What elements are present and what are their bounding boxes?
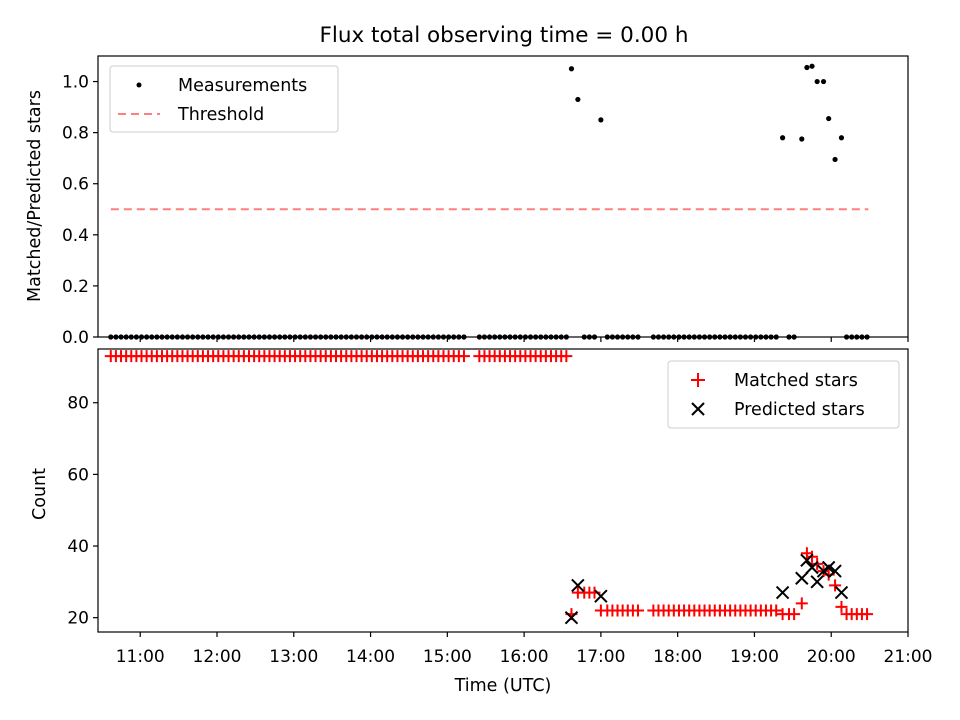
legend-threshold-label: Threshold — [177, 105, 264, 125]
measurement-point — [799, 136, 805, 142]
matched-point — [806, 550, 819, 563]
plot-frame — [97, 348, 909, 633]
matched-point — [811, 557, 824, 570]
y-tick-label: 80 — [67, 394, 89, 414]
measurement-point — [826, 115, 832, 122]
top-panel-axes: 0.0 0.2 0.4 0.6 0.8 1.0 — [62, 55, 909, 348]
measurement-point — [838, 135, 845, 141]
matched-point — [788, 608, 801, 621]
y-tick-label: 0.0 — [62, 328, 89, 348]
top-legend-frame — [109, 65, 339, 133]
measurement-point — [814, 78, 820, 85]
x-tick-label: 13:00 — [269, 647, 318, 667]
matched-point — [560, 350, 573, 363]
top-panel-ylabel: Matched/Predicted stars — [25, 90, 45, 302]
measurement-point — [575, 96, 581, 103]
y-tick-label: 0.4 — [62, 226, 89, 246]
plot-frame — [97, 55, 909, 338]
top-panel-legend: Measurements Threshold — [109, 65, 339, 133]
legend-matched-marker — [691, 373, 705, 387]
legend-measurements-label: Measurements — [178, 76, 307, 96]
matched-point — [632, 604, 644, 617]
matched-point — [770, 604, 783, 617]
bottom-legend-frame — [667, 360, 900, 429]
x-tick-label: 15:00 — [423, 647, 472, 667]
predicted-point — [571, 578, 585, 593]
predicted-point — [795, 571, 809, 585]
x-tick-label: 14:00 — [346, 647, 395, 667]
predicted-point — [821, 560, 836, 575]
predicted-point — [594, 589, 608, 603]
x-tick-label: 17:00 — [576, 647, 625, 667]
x-tick-label: 21:00 — [884, 647, 933, 667]
top-panel: 0.0 0.2 0.4 0.6 0.8 1.0 Matched/Predicted sta… — [25, 55, 909, 348]
measurement-point — [832, 156, 838, 163]
measurement-point — [804, 64, 810, 71]
bottom-panel: 20 40 60 80 11:00 12:00 13:00 14:00 15:00 16:00 17… — [30, 348, 933, 696]
matched-point — [829, 579, 842, 592]
x-tick-label: 20:00 — [807, 647, 856, 667]
bottom-panel-ylabel: Count — [30, 468, 50, 520]
y-tick-label: 1.0 — [62, 73, 89, 93]
measurement-point — [598, 117, 604, 123]
measurement-point — [809, 63, 815, 69]
measurement-point — [568, 66, 575, 72]
x-tick-label: 11:00 — [116, 647, 165, 667]
predicted-point — [564, 610, 579, 625]
y-tick-label: 60 — [67, 465, 89, 485]
legend-predicted-marker — [691, 402, 705, 416]
x-tick-label: 12:00 — [193, 647, 242, 667]
legend-predicted-label: Predicted stars — [734, 400, 865, 420]
x-tick-label: 16:00 — [500, 647, 549, 667]
x-tick-label: 19:00 — [730, 647, 779, 667]
predicted-point — [810, 575, 824, 589]
bottom-panel-marks — [104, 350, 874, 625]
y-tick-label: 40 — [67, 537, 89, 557]
legend-matched-label: Matched stars — [734, 371, 858, 391]
predicted-point — [800, 553, 814, 568]
x-tick-label: 18:00 — [653, 647, 702, 667]
matched-point — [795, 597, 808, 610]
measurement-point — [820, 78, 827, 85]
matched-point — [861, 608, 874, 621]
bottom-panel-axes: 20 40 60 80 11:00 12:00 13:00 14:00 15:00 16:00 17… — [67, 348, 933, 667]
y-tick-label: 0.2 — [62, 277, 89, 297]
measurement-point — [779, 135, 786, 141]
bottom-panel-xlabel: Time (UTC) — [454, 676, 552, 696]
predicted-point — [834, 585, 849, 600]
y-tick-label: 20 — [67, 609, 89, 629]
predicted-point — [805, 560, 819, 575]
predicted-point — [775, 585, 790, 600]
bottom-panel-legend: Matched stars Predicted stars — [667, 360, 900, 429]
y-tick-label: 0.8 — [62, 124, 89, 144]
figure-title: Flux total observing time = 0.00 h — [320, 23, 689, 48]
matched-point — [835, 600, 848, 613]
predicted-point — [828, 564, 842, 578]
matched-point — [457, 350, 470, 363]
y-tick-label: 0.6 — [62, 175, 89, 195]
legend-measurements-marker — [136, 82, 142, 88]
